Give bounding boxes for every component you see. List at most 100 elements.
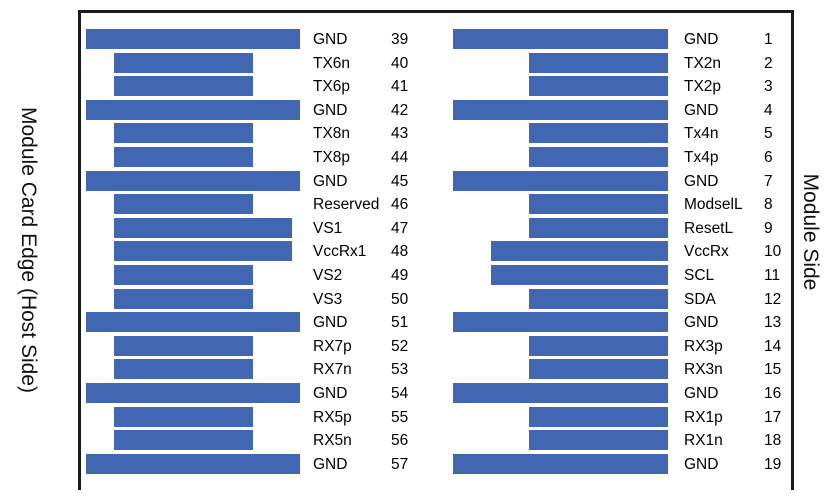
contact-pad-pin-13	[453, 312, 668, 333]
pin-number-2: 2	[764, 54, 773, 72]
pin-number-9: 9	[764, 219, 773, 237]
contact-pad-pin-5	[529, 123, 668, 144]
pin-number-5: 5	[764, 125, 773, 143]
pin-name-15: RX3n	[684, 361, 723, 379]
pin-name-41: TX6p	[313, 78, 351, 96]
pin-name-51: GND	[313, 314, 348, 332]
pin-name-52: RX7p	[313, 337, 352, 355]
contact-pad-pin-17	[529, 406, 668, 427]
contact-pad-pin-43	[114, 123, 253, 144]
pin-name-40: TX6n	[313, 54, 351, 72]
pin-name-13: GND	[684, 314, 719, 332]
pin-name-19: GND	[684, 455, 719, 473]
module-card-frame	[78, 10, 794, 490]
pin-name-4: GND	[684, 101, 719, 119]
pin-number-6: 6	[764, 149, 773, 166]
pin-number-18: 18	[764, 432, 782, 450]
pin-number-13: 13	[764, 314, 782, 332]
pin-number-44: 44	[391, 149, 409, 166]
pin-name-50: VS3	[313, 290, 343, 308]
pin-name-17: RX1p	[684, 408, 723, 426]
pin-name-55: RX5p	[313, 408, 352, 426]
contact-pad-pin-8	[529, 194, 668, 215]
pin-name-48: VccRx1	[313, 243, 367, 261]
contact-pad-pin-47	[114, 217, 292, 238]
pin-number-53: 53	[391, 361, 409, 379]
pin-number-10: 10	[764, 243, 782, 261]
pin-name-18: RX1n	[684, 432, 723, 450]
pin-number-3: 3	[764, 78, 773, 96]
contact-pad-pin-54	[86, 383, 300, 403]
pin-name-11: SCL	[684, 267, 715, 284]
pin-name-56: RX5n	[313, 432, 352, 450]
contact-pad-pin-3	[529, 76, 668, 97]
contact-pad-pin-53	[114, 359, 253, 380]
pin-number-16: 16	[764, 385, 782, 402]
pin-number-57: 57	[391, 455, 409, 473]
pin-number-52: 52	[391, 337, 409, 355]
pin-number-42: 42	[391, 101, 409, 119]
contact-pad-pin-18	[529, 430, 668, 451]
pin-name-6: Tx4p	[684, 149, 719, 166]
pin-number-14: 14	[764, 337, 782, 355]
contact-pad-pin-41	[114, 76, 253, 97]
pin-number-45: 45	[391, 172, 409, 190]
contact-pad-pin-45	[86, 170, 300, 191]
contact-pad-pin-2	[529, 52, 668, 73]
pin-name-44: TX8p	[313, 149, 351, 166]
contact-pad-pin-51	[86, 312, 300, 333]
pin-number-48: 48	[391, 243, 409, 261]
contact-pad-pin-49	[114, 265, 253, 285]
pin-number-54: 54	[391, 385, 409, 402]
contact-pad-pin-46	[114, 194, 253, 215]
pin-number-1: 1	[764, 31, 773, 48]
pin-name-54: GND	[313, 385, 348, 402]
pin-number-40: 40	[391, 54, 409, 72]
pin-name-53: RX7n	[313, 361, 352, 379]
pin-name-14: RX3p	[684, 337, 723, 355]
pin-number-46: 46	[391, 196, 409, 214]
contact-pad-pin-48	[114, 241, 292, 262]
contact-pad-pin-4	[453, 99, 668, 120]
pin-number-7: 7	[764, 172, 773, 190]
pin-number-15: 15	[764, 361, 782, 379]
contact-pad-pin-7	[453, 170, 668, 191]
pin-number-12: 12	[764, 290, 782, 308]
pin-number-56: 56	[391, 432, 409, 450]
pin-name-57: GND	[313, 455, 348, 473]
contact-pad-pin-15	[529, 359, 668, 380]
contact-pad-pin-12	[529, 288, 668, 309]
pin-name-10: VccRx	[684, 243, 729, 261]
pin-number-50: 50	[391, 290, 409, 308]
contact-pad-pin-56	[114, 430, 253, 451]
pin-name-16: GND	[684, 385, 719, 402]
host-side-label: Module Card Edge (Host Side)	[17, 107, 40, 393]
contact-pad-pin-14	[529, 335, 668, 356]
pin-number-47: 47	[391, 219, 409, 237]
contact-pad-pin-40	[114, 52, 253, 73]
pin-number-4: 4	[764, 101, 773, 119]
pin-name-47: VS1	[313, 219, 343, 237]
pin-name-49: VS2	[313, 267, 343, 284]
pin-number-41: 41	[391, 78, 409, 96]
pin-number-51: 51	[391, 314, 409, 332]
pin-number-49: 49	[391, 267, 409, 284]
pin-number-43: 43	[391, 125, 409, 143]
pin-name-2: TX2n	[684, 54, 722, 72]
pin-name-5: Tx4n	[684, 125, 719, 143]
contact-pad-pin-1	[453, 29, 668, 49]
contact-pad-pin-16	[453, 383, 668, 403]
contact-pad-pin-39	[86, 29, 300, 49]
pin-name-45: GND	[313, 172, 348, 190]
pin-name-8: ModselL	[684, 196, 743, 214]
pin-number-39: 39	[391, 31, 409, 48]
contact-pad-pin-55	[114, 406, 253, 427]
pin-number-17: 17	[764, 408, 782, 426]
module-side-label: Module Side	[799, 173, 822, 291]
contact-pad-pin-9	[529, 217, 668, 238]
contact-pad-pin-19	[453, 453, 668, 474]
pin-name-46: Reserved	[313, 196, 380, 214]
pin-number-8: 8	[764, 196, 773, 214]
pin-name-42: GND	[313, 101, 348, 119]
pin-number-19: 19	[764, 455, 782, 473]
